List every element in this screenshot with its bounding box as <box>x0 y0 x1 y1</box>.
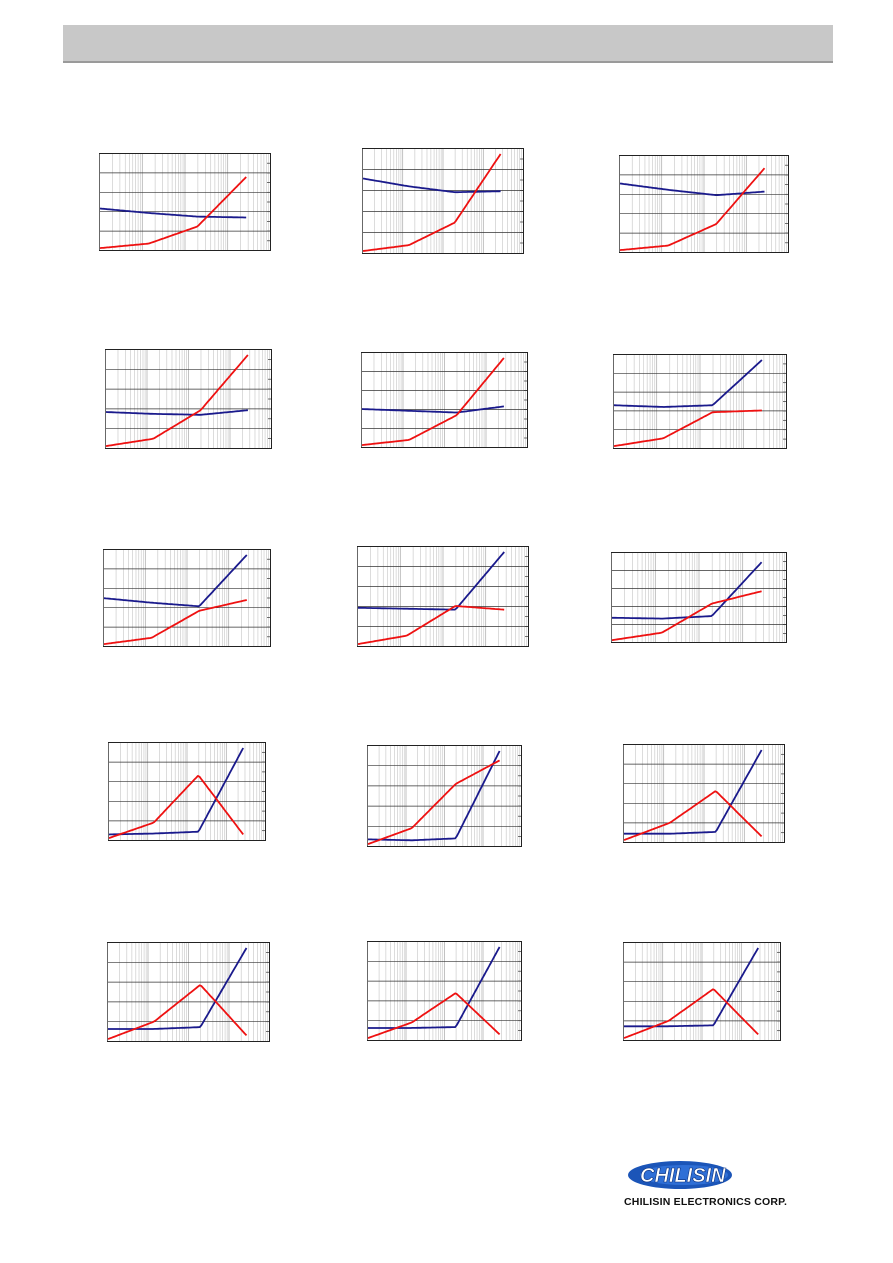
series-q-line <box>103 599 247 645</box>
header-bar <box>63 25 833 61</box>
series-q-line <box>367 992 501 1039</box>
series-l-line <box>613 359 763 408</box>
chart-6 <box>613 354 787 449</box>
series-q-line <box>99 176 247 249</box>
chart-10 <box>108 742 266 841</box>
chart-9 <box>611 552 787 643</box>
series-l-line <box>99 207 247 219</box>
chart-5 <box>361 352 528 448</box>
chart-15 <box>623 942 781 1041</box>
chart-3 <box>619 155 789 253</box>
chart-7 <box>103 549 271 647</box>
company-name: CHILISIN ELECTRONICS CORP. <box>624 1196 788 1208</box>
series-l-line <box>108 747 244 836</box>
chart-14 <box>367 941 522 1041</box>
series-q-line <box>623 790 763 841</box>
series-l-line <box>105 409 248 416</box>
series-q-line <box>361 357 505 446</box>
series-l-line <box>108 947 248 1030</box>
chart-11 <box>367 745 522 847</box>
series-l-line <box>103 554 248 608</box>
series-q-line <box>107 984 248 1040</box>
chart-2 <box>362 148 524 254</box>
chilisin-logo: CHILISIN <box>628 1161 732 1189</box>
logo-wordmark: CHILISIN <box>640 1165 726 1187</box>
chart-12 <box>623 744 785 843</box>
series-q-line <box>619 167 766 251</box>
header-rule <box>63 61 833 63</box>
series-q-line <box>613 409 762 447</box>
series-l-line <box>619 182 765 196</box>
chart-8 <box>357 546 529 647</box>
series-q-line <box>623 988 759 1039</box>
series-q-line <box>105 354 249 447</box>
series-q-line <box>108 775 244 839</box>
series-q-line <box>611 590 762 642</box>
series-q-line <box>362 153 502 252</box>
series-l-line <box>624 947 759 1028</box>
series-l-line <box>362 177 501 194</box>
chart-1 <box>99 153 271 251</box>
series-l-line <box>368 750 501 842</box>
chart-4 <box>105 349 272 449</box>
series-q-line <box>367 759 501 845</box>
logo-swoosh-inner <box>640 1165 728 1185</box>
series-q-line <box>357 605 505 645</box>
chart-13 <box>107 942 270 1042</box>
series-l-line <box>624 749 763 835</box>
series-l-line <box>368 946 501 1029</box>
series-l-line <box>358 551 505 611</box>
series-l-line <box>361 405 504 414</box>
